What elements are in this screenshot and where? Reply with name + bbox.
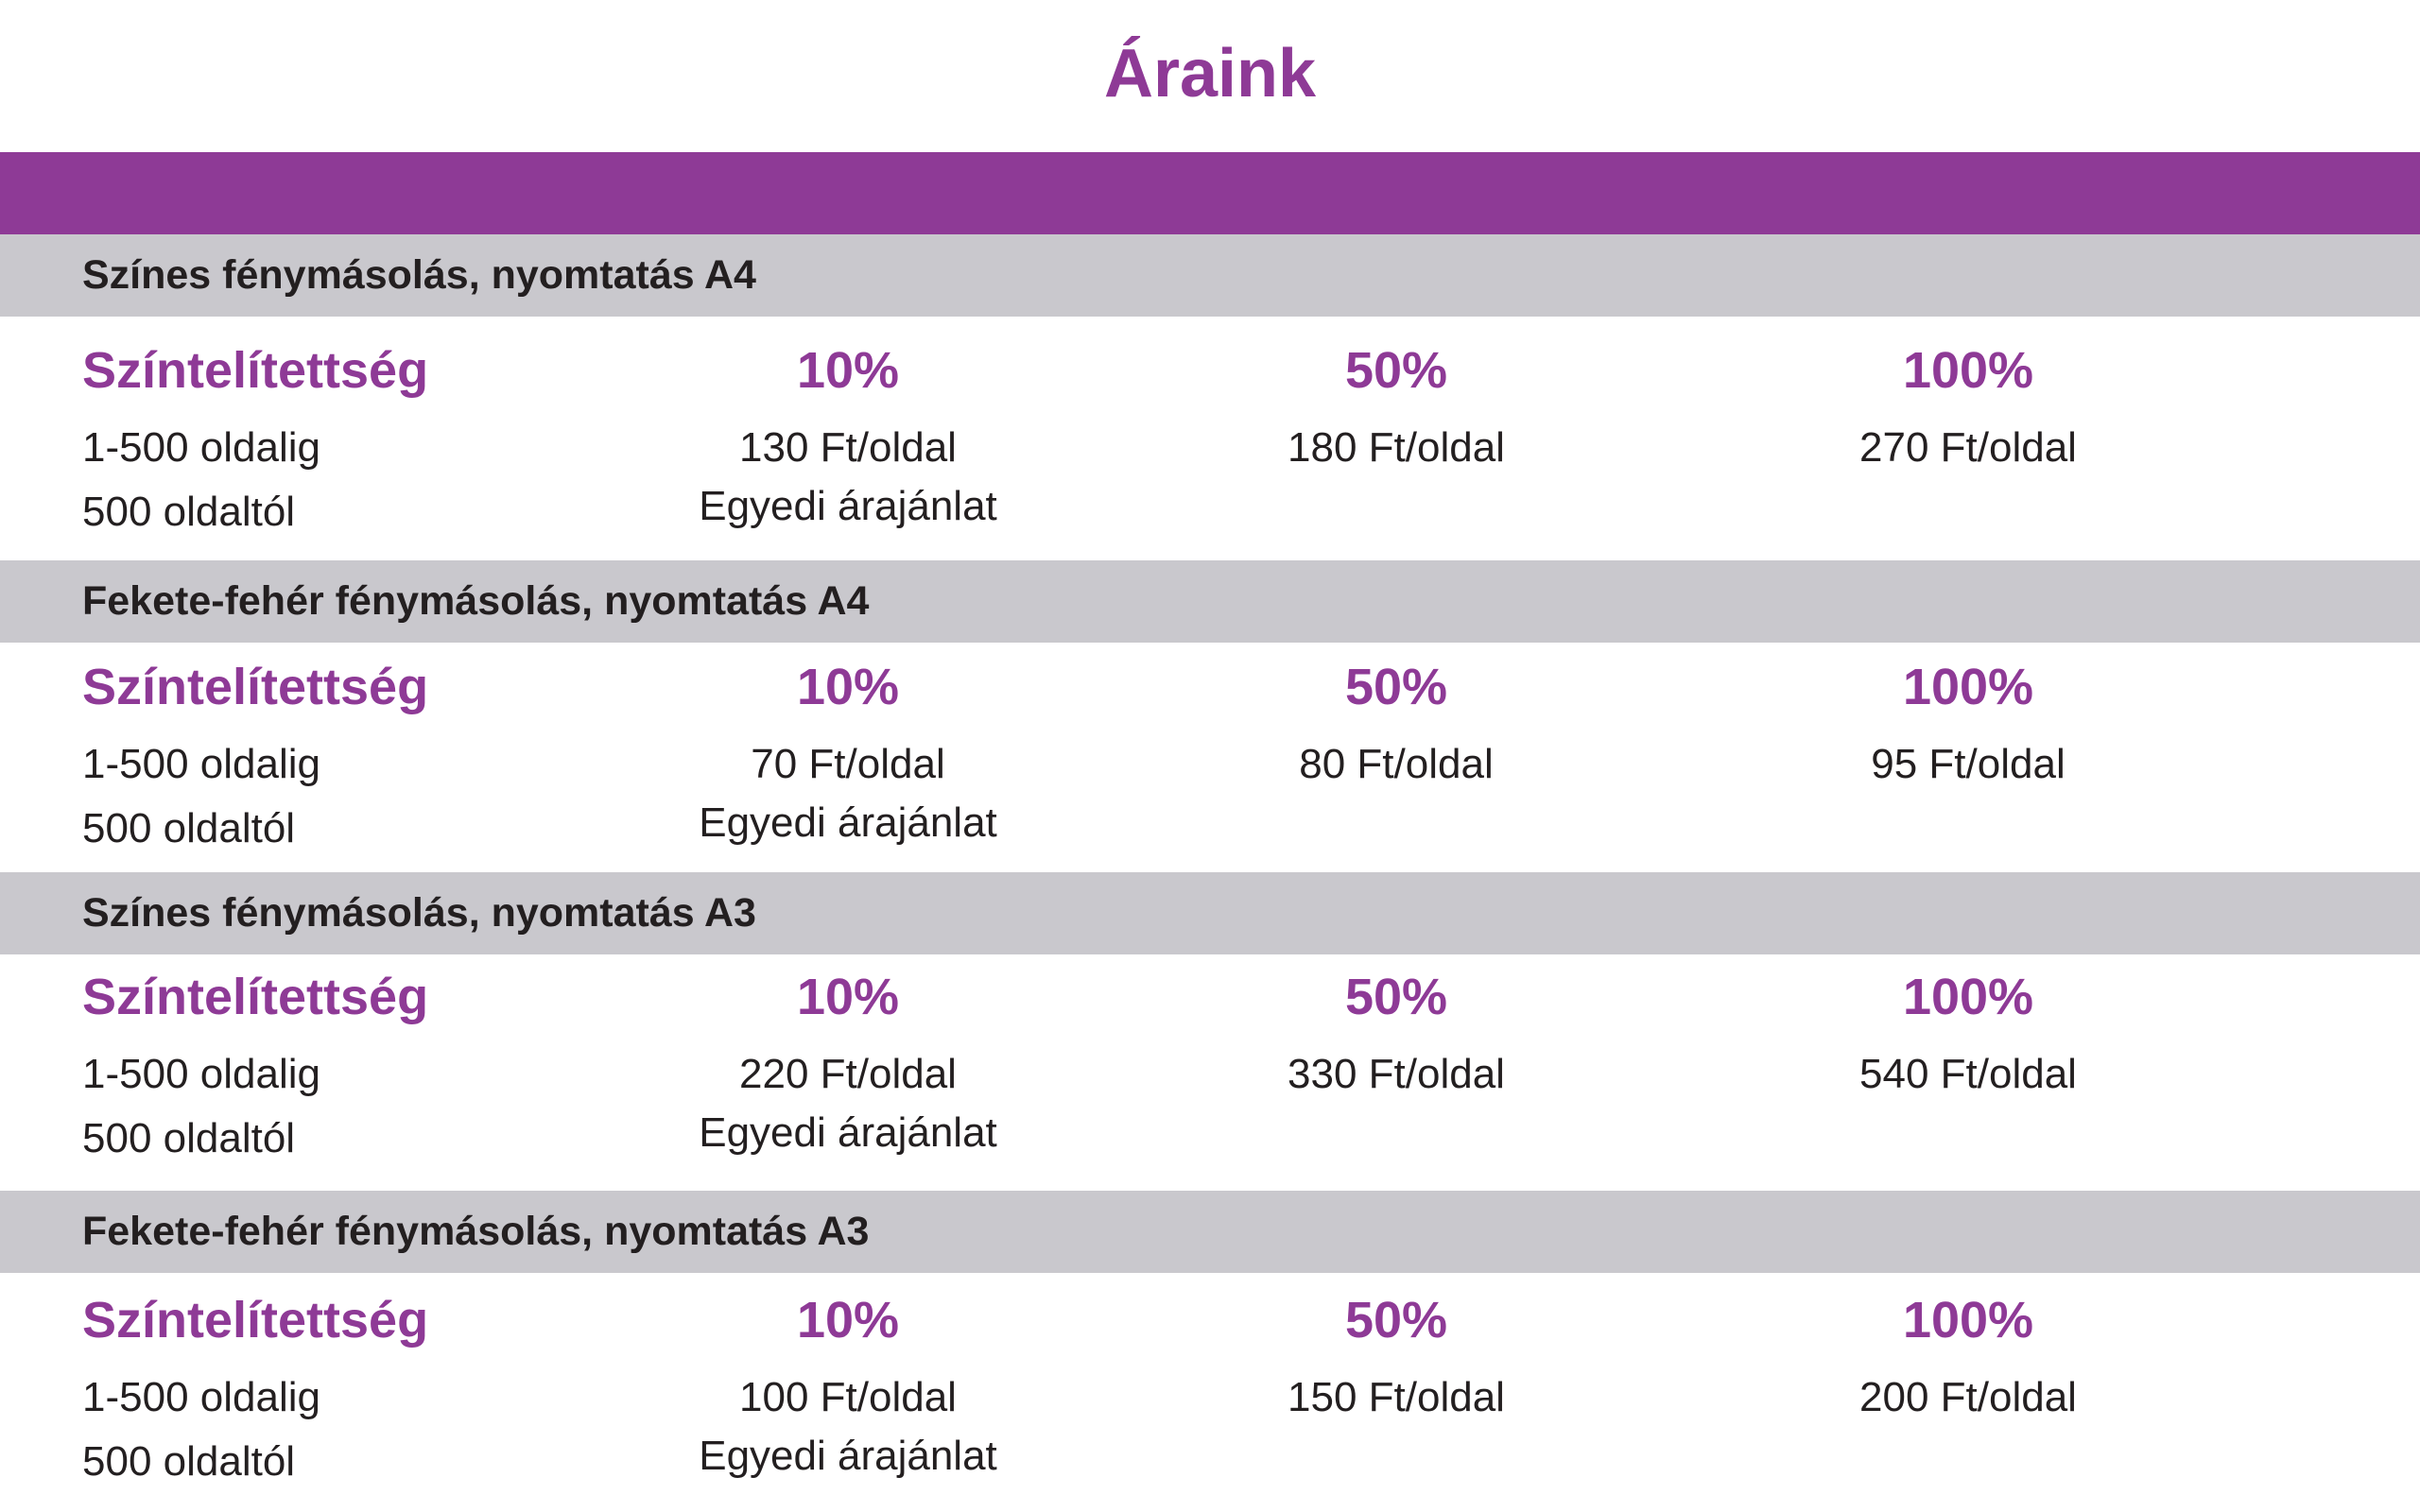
price-section-bw-a4: Fekete-fehér fénymásolás, nyomtatás A4 S… xyxy=(0,560,2420,872)
coverage-50: 50% xyxy=(1344,342,1448,399)
section-heading: Fekete-fehér fénymásolás, nyomtatás A3 xyxy=(82,1209,870,1254)
coverage-column-label: Színtelítettség xyxy=(82,659,429,715)
coverage-10: 10% xyxy=(796,1292,900,1349)
price-section-bw-a3: Fekete-fehér fénymásolás, nyomtatás A3 S… xyxy=(0,1191,2420,1512)
section-header: Fekete-fehér fénymásolás, nyomtatás A3 xyxy=(0,1191,2420,1273)
coverage-10: 10% xyxy=(796,969,900,1025)
coverage-100: 100% xyxy=(1902,659,2034,715)
section-header: Fekete-fehér fénymásolás, nyomtatás A4 xyxy=(0,560,2420,643)
coverage-10: 10% xyxy=(796,659,900,715)
coverage-100: 100% xyxy=(1902,1292,2034,1349)
coverage-column-label: Színtelítettség xyxy=(82,342,429,399)
coverage-column-label: Színtelítettség xyxy=(82,1292,429,1349)
price-100: 540 Ft/oldal xyxy=(1859,1051,2077,1097)
row-label-500-plus: 500 oldaltól xyxy=(82,489,296,535)
row-label-1-500: 1-500 oldalig xyxy=(82,1374,320,1420)
price-10: 100 Ft/oldal xyxy=(739,1374,957,1420)
coverage-100: 100% xyxy=(1902,342,2034,399)
section-header: Színes fénymásolás, nyomtatás A3 xyxy=(0,872,2420,954)
price-100: 200 Ft/oldal xyxy=(1859,1374,2077,1420)
row-label-500-plus: 500 oldaltól xyxy=(82,1115,296,1161)
price-10: 70 Ft/oldal xyxy=(751,741,945,787)
price-section-color-a3: Színes fénymásolás, nyomtatás A3 Színtel… xyxy=(0,872,2420,1191)
price-50: 180 Ft/oldal xyxy=(1288,424,1505,471)
page-title: Áraink xyxy=(1103,36,1317,112)
coverage-100: 100% xyxy=(1902,969,2034,1025)
row-label-1-500: 1-500 oldalig xyxy=(82,1051,320,1097)
coverage-50: 50% xyxy=(1344,969,1448,1025)
price-100: 270 Ft/oldal xyxy=(1859,424,2077,471)
price-custom-quote: Egyedi árajánlat xyxy=(699,1433,997,1479)
section-header: Színes fénymásolás, nyomtatás A4 xyxy=(0,234,2420,317)
price-50: 330 Ft/oldal xyxy=(1288,1051,1505,1097)
price-custom-quote: Egyedi árajánlat xyxy=(699,483,997,529)
price-section-color-a4: Színes fénymásolás, nyomtatás A4 Színtel… xyxy=(0,234,2420,560)
price-custom-quote: Egyedi árajánlat xyxy=(699,799,997,846)
coverage-50: 50% xyxy=(1344,1292,1448,1349)
section-heading: Színes fénymásolás, nyomtatás A4 xyxy=(82,252,756,298)
price-10: 130 Ft/oldal xyxy=(739,424,957,471)
price-50: 80 Ft/oldal xyxy=(1299,741,1494,787)
row-label-1-500: 1-500 oldalig xyxy=(82,741,320,787)
price-10: 220 Ft/oldal xyxy=(739,1051,957,1097)
coverage-column-label: Színtelítettség xyxy=(82,969,429,1025)
price-100: 95 Ft/oldal xyxy=(1871,741,2066,787)
coverage-10: 10% xyxy=(796,342,900,399)
section-heading: Fekete-fehér fénymásolás, nyomtatás A4 xyxy=(82,578,870,624)
coverage-50: 50% xyxy=(1344,659,1448,715)
row-label-1-500: 1-500 oldalig xyxy=(82,424,320,471)
price-50: 150 Ft/oldal xyxy=(1288,1374,1505,1420)
price-custom-quote: Egyedi árajánlat xyxy=(699,1109,997,1156)
row-label-500-plus: 500 oldaltól xyxy=(82,1438,296,1485)
row-label-500-plus: 500 oldaltól xyxy=(82,805,296,851)
accent-bar xyxy=(0,152,2420,234)
section-heading: Színes fénymásolás, nyomtatás A3 xyxy=(82,890,756,936)
